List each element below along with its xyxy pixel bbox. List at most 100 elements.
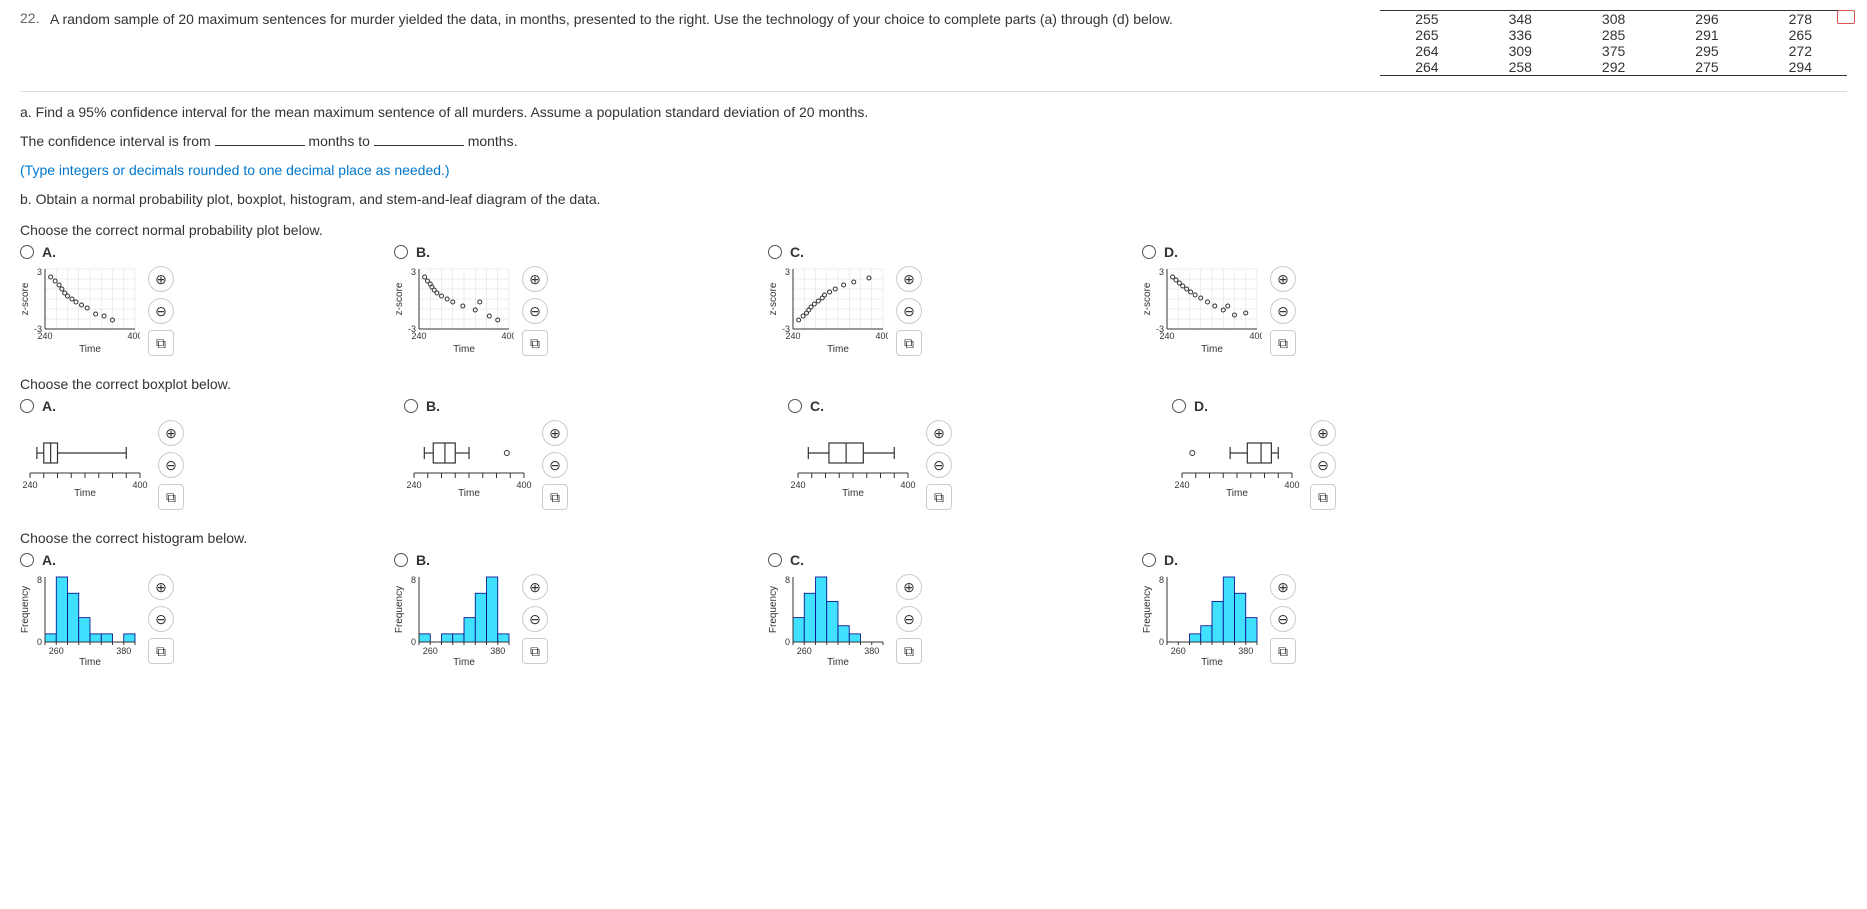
svg-text:400: 400	[1284, 480, 1299, 490]
popup-icon[interactable]: ⧉	[158, 484, 184, 510]
zoom-out-icon[interactable]: ⊖	[1270, 298, 1296, 324]
svg-text:z-score: z-score	[768, 282, 779, 315]
radio-box-B.[interactable]	[404, 399, 418, 413]
zoom-in-icon[interactable]: ⊕	[148, 574, 174, 600]
popup-icon[interactable]: ⧉	[896, 330, 922, 356]
zoom-in-icon[interactable]: ⊕	[896, 266, 922, 292]
svg-text:8: 8	[785, 575, 790, 585]
popup-icon[interactable]: ⧉	[522, 638, 548, 664]
data-cell: 291	[1660, 27, 1753, 43]
data-cell: 336	[1474, 27, 1567, 43]
zoom-out-icon[interactable]: ⊖	[1310, 452, 1336, 478]
data-cell: 258	[1474, 59, 1567, 76]
svg-text:400: 400	[501, 331, 514, 341]
zoom-in-icon[interactable]: ⊕	[896, 574, 922, 600]
open-full-icon[interactable]	[1837, 10, 1855, 24]
popup-icon[interactable]: ⧉	[148, 330, 174, 356]
zoom-in-icon[interactable]: ⊕	[1270, 574, 1296, 600]
option-label: A.	[42, 244, 56, 260]
part-a-note: (Type integers or decimals rounded to on…	[20, 160, 1847, 181]
svg-text:Frequency: Frequency	[768, 586, 779, 633]
ci-input-low[interactable]	[215, 132, 305, 146]
data-cell: 265	[1380, 27, 1473, 43]
zoom-out-icon[interactable]: ⊖	[896, 298, 922, 324]
data-cell: 264	[1380, 59, 1473, 76]
data-cell: 309	[1474, 43, 1567, 59]
zoom-out-icon[interactable]: ⊖	[926, 452, 952, 478]
data-cell: 255	[1380, 11, 1473, 28]
npp-option-C: C. 240 400 -3 3 Time z-score ⊕ ⊖ ⧉	[768, 244, 922, 356]
data-cell: 285	[1567, 27, 1660, 43]
zoom-in-icon[interactable]: ⊕	[148, 266, 174, 292]
radio-box-D.[interactable]	[1172, 399, 1186, 413]
svg-text:Frequency: Frequency	[1142, 586, 1153, 633]
svg-text:0: 0	[37, 637, 42, 647]
svg-text:z-score: z-score	[20, 282, 31, 315]
popup-icon[interactable]: ⧉	[926, 484, 952, 510]
zoom-out-icon[interactable]: ⊖	[158, 452, 184, 478]
radio-hist-A.[interactable]	[20, 553, 34, 567]
svg-text:8: 8	[1159, 575, 1164, 585]
radio-hist-B.[interactable]	[394, 553, 408, 567]
radio-npp-C.[interactable]	[768, 245, 782, 259]
data-cell: 294	[1754, 59, 1847, 76]
zoom-out-icon[interactable]: ⊖	[896, 606, 922, 632]
zoom-in-icon[interactable]: ⊕	[158, 420, 184, 446]
svg-text:380: 380	[490, 646, 505, 656]
svg-text:400: 400	[516, 480, 531, 490]
zoom-in-icon[interactable]: ⊕	[522, 574, 548, 600]
radio-box-A.[interactable]	[20, 399, 34, 413]
ci-input-high[interactable]	[374, 132, 464, 146]
question-number: 22.	[20, 10, 50, 26]
radio-hist-C.[interactable]	[768, 553, 782, 567]
radio-npp-B.[interactable]	[394, 245, 408, 259]
radio-hist-D.[interactable]	[1142, 553, 1156, 567]
zoom-in-icon[interactable]: ⊕	[522, 266, 548, 292]
zoom-out-icon[interactable]: ⊖	[542, 452, 568, 478]
svg-text:z-score: z-score	[1142, 282, 1153, 315]
popup-icon[interactable]: ⧉	[896, 638, 922, 664]
ci-post: months.	[468, 133, 518, 149]
zoom-out-icon[interactable]: ⊖	[148, 298, 174, 324]
zoom-out-icon[interactable]: ⊖	[522, 606, 548, 632]
zoom-out-icon[interactable]: ⊖	[522, 298, 548, 324]
radio-npp-D.[interactable]	[1142, 245, 1156, 259]
radio-box-C.[interactable]	[788, 399, 802, 413]
data-cell: 292	[1567, 59, 1660, 76]
option-label: A.	[42, 552, 56, 568]
svg-text:3: 3	[785, 267, 790, 277]
svg-text:Frequency: Frequency	[394, 586, 405, 633]
popup-icon[interactable]: ⧉	[1270, 330, 1296, 356]
popup-icon[interactable]: ⧉	[522, 330, 548, 356]
option-label: C.	[790, 244, 804, 260]
zoom-in-icon[interactable]: ⊕	[1310, 420, 1336, 446]
svg-text:380: 380	[116, 646, 131, 656]
svg-text:240: 240	[1174, 480, 1189, 490]
part-b-text: b. Obtain a normal probability plot, box…	[20, 189, 1847, 210]
hist-option-A: A. 260 380 0 8 Time Frequency ⊕ ⊖ ⧉	[20, 552, 174, 667]
data-cell: 375	[1567, 43, 1660, 59]
popup-icon[interactable]: ⧉	[1310, 484, 1336, 510]
zoom-in-icon[interactable]: ⊕	[926, 420, 952, 446]
question-prompt: A random sample of 20 maximum sentences …	[50, 10, 1380, 30]
zoom-in-icon[interactable]: ⊕	[542, 420, 568, 446]
svg-text:Time: Time	[842, 488, 864, 498]
zoom-out-icon[interactable]: ⊖	[1270, 606, 1296, 632]
zoom-in-icon[interactable]: ⊕	[1270, 266, 1296, 292]
zoom-out-icon[interactable]: ⊖	[148, 606, 174, 632]
box-option-B: B. 240 400 Time ⊕ ⊖ ⧉	[404, 398, 568, 510]
svg-text:400: 400	[1249, 331, 1262, 341]
radio-npp-A.[interactable]	[20, 245, 34, 259]
svg-text:380: 380	[864, 646, 879, 656]
popup-icon[interactable]: ⧉	[1270, 638, 1296, 664]
svg-text:-3: -3	[34, 324, 42, 334]
box-option-D: D. 240 400 Time ⊕ ⊖ ⧉	[1172, 398, 1336, 510]
popup-icon[interactable]: ⧉	[148, 638, 174, 664]
svg-text:Time: Time	[1226, 488, 1248, 498]
option-label: A.	[42, 398, 56, 414]
svg-text:3: 3	[411, 267, 416, 277]
popup-icon[interactable]: ⧉	[542, 484, 568, 510]
npp-option-D: D. 240 400 -3 3 Time z-score ⊕ ⊖ ⧉	[1142, 244, 1296, 356]
svg-text:260: 260	[423, 646, 438, 656]
npp-option-B: B. 240 400 -3 3 Time z-score ⊕ ⊖ ⧉	[394, 244, 548, 356]
